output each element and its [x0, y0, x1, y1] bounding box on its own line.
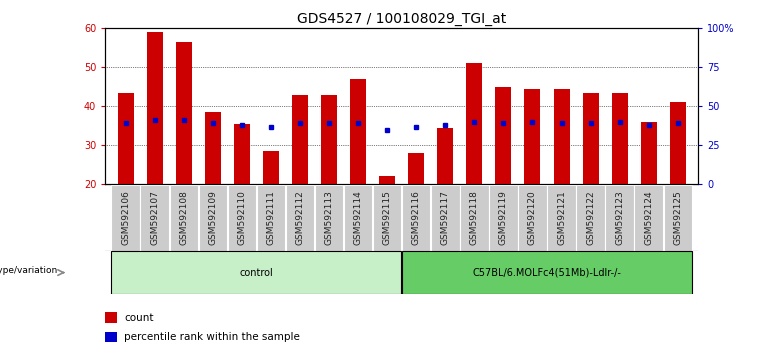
Text: GSM592112: GSM592112 — [296, 190, 304, 245]
Bar — [147, 32, 163, 184]
Bar — [350, 79, 366, 184]
Text: C57BL/6.MOLFc4(51Mb)-Ldlr-/-: C57BL/6.MOLFc4(51Mb)-Ldlr-/- — [473, 268, 622, 278]
Bar — [263, 151, 279, 184]
Text: GSM592114: GSM592114 — [353, 190, 363, 245]
Bar — [612, 93, 628, 184]
Bar — [524, 89, 541, 184]
Bar — [169, 185, 198, 251]
Bar — [605, 185, 634, 251]
Bar — [228, 185, 256, 251]
Bar — [140, 185, 169, 251]
Bar — [634, 185, 663, 251]
Bar — [640, 122, 657, 184]
Text: GSM592120: GSM592120 — [528, 190, 537, 245]
Text: GSM592122: GSM592122 — [586, 190, 595, 245]
Text: GSM592115: GSM592115 — [383, 190, 392, 245]
Text: GSM592110: GSM592110 — [237, 190, 246, 245]
Bar — [495, 87, 512, 184]
Bar — [344, 185, 372, 251]
Bar — [670, 102, 686, 184]
Title: GDS4527 / 100108029_TGI_at: GDS4527 / 100108029_TGI_at — [297, 12, 506, 26]
Text: percentile rank within the sample: percentile rank within the sample — [124, 332, 300, 342]
Bar — [431, 185, 459, 251]
Bar — [292, 95, 308, 184]
Text: GSM592111: GSM592111 — [267, 190, 275, 245]
Text: GSM592118: GSM592118 — [470, 190, 479, 245]
Bar — [548, 185, 576, 251]
Text: control: control — [239, 268, 273, 278]
Bar — [402, 251, 692, 294]
Text: GSM592119: GSM592119 — [499, 190, 508, 245]
Bar — [373, 185, 402, 251]
Text: GSM592107: GSM592107 — [151, 190, 159, 245]
Text: GSM592124: GSM592124 — [644, 190, 653, 245]
Bar — [408, 153, 424, 184]
Bar — [105, 332, 117, 342]
Bar — [489, 185, 518, 251]
Bar — [105, 313, 117, 323]
Bar — [554, 89, 569, 184]
Text: GSM592125: GSM592125 — [673, 190, 682, 245]
Bar — [199, 185, 227, 251]
Bar — [285, 185, 314, 251]
Bar — [234, 124, 250, 184]
Text: GSM592117: GSM592117 — [441, 190, 450, 245]
Bar — [321, 95, 337, 184]
Bar — [315, 185, 343, 251]
Text: GSM592121: GSM592121 — [557, 190, 566, 245]
Bar — [664, 185, 692, 251]
Text: GSM592123: GSM592123 — [615, 190, 624, 245]
Text: GSM592106: GSM592106 — [121, 190, 130, 245]
Bar — [205, 112, 221, 184]
Bar — [466, 63, 482, 184]
Text: count: count — [124, 313, 154, 322]
Bar — [402, 185, 431, 251]
Text: genotype/variation: genotype/variation — [0, 266, 58, 275]
Text: GSM592108: GSM592108 — [179, 190, 188, 245]
Bar — [379, 176, 395, 184]
Bar — [118, 93, 133, 184]
Bar — [176, 42, 192, 184]
Bar — [438, 128, 453, 184]
Bar — [460, 185, 488, 251]
Bar — [576, 185, 604, 251]
Text: GSM592116: GSM592116 — [412, 190, 420, 245]
Bar — [112, 185, 140, 251]
Bar — [583, 93, 598, 184]
Bar — [518, 185, 547, 251]
Text: GSM592113: GSM592113 — [324, 190, 334, 245]
Bar — [112, 251, 402, 294]
Text: GSM592109: GSM592109 — [208, 190, 218, 245]
Bar — [257, 185, 285, 251]
